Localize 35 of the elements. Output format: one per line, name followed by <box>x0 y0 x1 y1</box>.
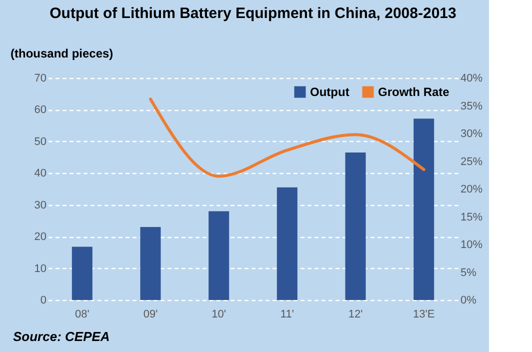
chart-title: Output of Lithium Battery Equipment in China, 2008-2013 <box>50 5 456 22</box>
y2-tick-label: 40% <box>460 72 483 84</box>
y2-tick-label: 5% <box>460 266 477 279</box>
y2-tick-label: 20% <box>460 184 483 196</box>
y-tick-label: 0 <box>40 294 46 306</box>
source-note: Source: CEPEA <box>13 329 110 344</box>
bar <box>345 152 366 300</box>
bar <box>414 118 434 300</box>
bar <box>72 246 92 300</box>
y-axis-title: (thousand pieces) <box>10 46 114 60</box>
line-series <box>149 98 426 178</box>
y2-tick-label: 25% <box>460 156 483 168</box>
x-tick-label: 13'E <box>412 308 435 320</box>
y-tick-label: 70 <box>34 72 46 84</box>
x-tick-label: 12' <box>348 308 363 320</box>
bar <box>208 211 230 300</box>
y-tick-label: 10 <box>34 262 46 275</box>
y2-tick-label: 10% <box>460 239 483 251</box>
y2-tick-label: 0% <box>460 294 477 306</box>
legend-label: Output <box>310 85 350 99</box>
x-tick-label: 08' <box>74 308 90 320</box>
y-tick-label: 60 <box>34 104 46 116</box>
legend-label: Growth Rate <box>378 85 450 99</box>
x-tick-label: 09' <box>143 308 158 320</box>
y-tick-label: 30 <box>34 199 46 212</box>
bar <box>276 187 298 300</box>
x-tick-label: 11' <box>280 308 294 320</box>
y2-tick-label: 30% <box>460 128 483 140</box>
y-tick-label: 20 <box>34 231 46 244</box>
x-tick-label: 10' <box>212 308 226 320</box>
y-tick-label: 40 <box>34 168 46 180</box>
bar <box>140 227 161 300</box>
y-tick-label: 50 <box>34 136 46 148</box>
y2-tick-label: 35% <box>460 100 483 112</box>
y2-tick-label: 15% <box>460 211 483 224</box>
